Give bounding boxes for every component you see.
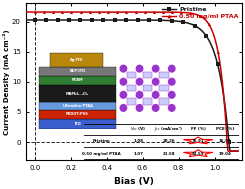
Y-axis label: Current Density (mA cm⁻²): Current Density (mA cm⁻²) [3,29,11,135]
X-axis label: Bias (V): Bias (V) [114,177,154,186]
Legend: Pristine, 0.50 mg/ml PTAA: Pristine, 0.50 mg/ml PTAA [162,7,238,19]
